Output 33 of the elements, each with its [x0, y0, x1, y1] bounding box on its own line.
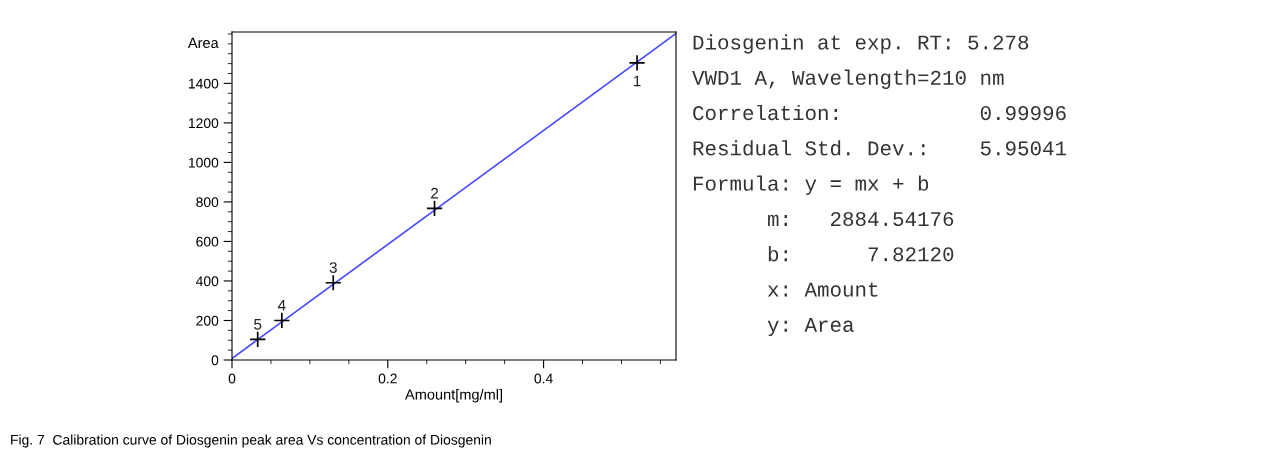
y-tick-label: 0 [211, 355, 219, 366]
text: Diosgenin at exp. RT: 5.278 [693, 34, 1029, 54]
annotation: 2 [431, 187, 439, 199]
y-tick-label: 200 [196, 315, 219, 326]
x-tick-label: 0.2 [378, 373, 397, 384]
annotation: 5 [254, 319, 262, 330]
annotation: 3 [329, 262, 337, 273]
y-tick-label: 1000 [188, 157, 219, 168]
point [273, 312, 291, 329]
text: Residual Std. Dev.: 5.95041 [693, 140, 1067, 156]
text: y: Area [767, 318, 854, 337]
text: b: 7.82120 [768, 246, 954, 262]
caption: Fig. 7 Calibration curve of Diosgenin peak area Vs concentration of Diosgenin [11, 434, 491, 448]
text: x: Amount [767, 282, 878, 297]
y-tick-label: 400 [195, 276, 219, 287]
x-tick-label: 0.4 [534, 373, 553, 384]
y-tick-label: 1400 [188, 78, 219, 89]
text: Formula: y = mx + b [693, 175, 929, 195]
annotation: 1 [633, 75, 641, 87]
point [324, 274, 342, 292]
point [249, 331, 267, 348]
y-tick-label: 1200 [188, 118, 219, 129]
text: m: 2884.54176 [768, 211, 954, 227]
y-axis-title: Area [187, 37, 219, 49]
text: VWD1 A, Wavelength=210 nm [692, 69, 1004, 89]
x-tick-label: 0 [228, 373, 236, 384]
point [426, 200, 443, 217]
y-tick-label: 800 [196, 197, 219, 208]
y-tick-label: 600 [196, 236, 219, 247]
text: Correlation: 0.99996 [693, 104, 1066, 121]
x-axis-title: Amount[mg/ml] [405, 388, 502, 403]
point [628, 54, 646, 72]
annotation: 4 [277, 300, 286, 311]
